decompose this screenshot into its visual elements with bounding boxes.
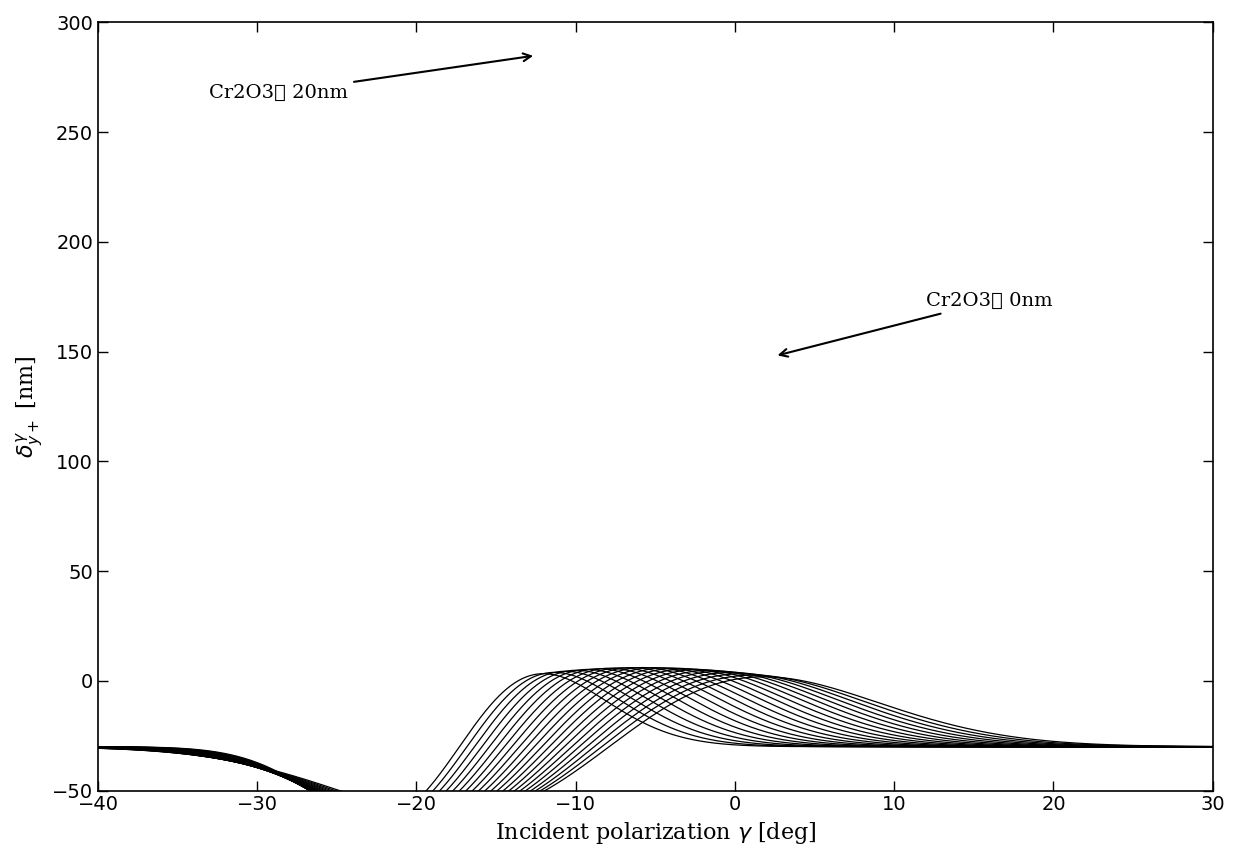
Y-axis label: $\delta^{\gamma}_{y+}$ [nm]: $\delta^{\gamma}_{y+}$ [nm] <box>15 356 46 458</box>
Text: Cr2O3膜 20nm: Cr2O3膜 20nm <box>210 53 531 102</box>
X-axis label: Incident polarization $\gamma$ [deg]: Incident polarization $\gamma$ [deg] <box>495 820 816 846</box>
Text: Cr2O3膜 0nm: Cr2O3膜 0nm <box>780 292 1053 356</box>
